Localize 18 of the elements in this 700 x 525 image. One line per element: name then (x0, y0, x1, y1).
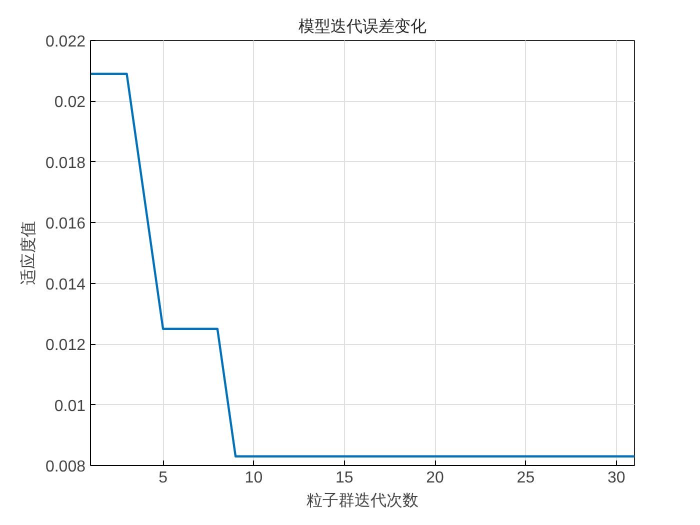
x-tick-label: 20 (426, 470, 444, 486)
y-tick-label: 0.018 (45, 154, 86, 172)
x-tick-label: 30 (607, 470, 626, 486)
y-axis-title: 适应度值 (18, 221, 38, 285)
x-tick-label: 5 (158, 470, 168, 486)
x-tick-label: 15 (335, 470, 354, 486)
y-tick-label: 0.016 (45, 216, 86, 233)
y-tick-label: 0.01 (54, 398, 86, 415)
chart-title: 模型迭代误差变化 (298, 16, 426, 36)
x-axis-title: 粒子群迭代次数 (306, 490, 418, 510)
y-tick-label: 0.008 (45, 458, 86, 476)
x-tick-label: 10 (244, 470, 263, 486)
y-tick-label: 0.014 (45, 276, 86, 294)
line-series (90, 72, 634, 458)
y-tick-label: 0.02 (54, 94, 86, 112)
x-tick-label: 25 (516, 470, 535, 486)
y-tick-label: 0.022 (45, 34, 86, 50)
y-tick-label: 0.012 (45, 337, 86, 354)
